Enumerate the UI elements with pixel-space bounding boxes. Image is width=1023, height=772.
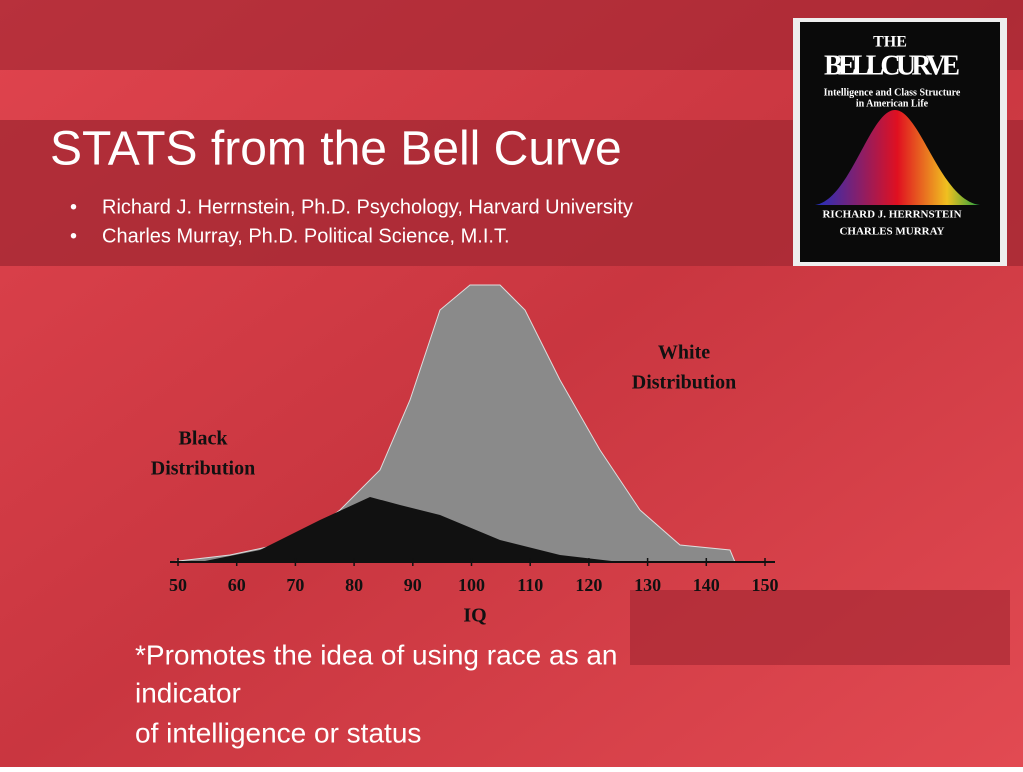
x-tick-label: 140: [693, 575, 720, 595]
figure-label: Black: [179, 428, 229, 450]
decor-band: [630, 590, 1010, 665]
x-tick-label: 70: [286, 575, 304, 595]
figure-label: Distribution: [151, 458, 255, 480]
note: indicator: [135, 677, 241, 708]
book-text: in American Life: [856, 98, 929, 109]
x-tick-label: 90: [404, 575, 422, 595]
note: of intelligence or status: [135, 717, 421, 748]
x-tick-label: 100: [458, 575, 485, 595]
bullet-dot: •: [70, 225, 77, 247]
figure-label: White: [658, 342, 710, 364]
black-distribution: [200, 497, 620, 562]
figure: Black Distribution White Distribution IQ…: [151, 284, 779, 627]
top-band: [0, 0, 1023, 70]
bullet: Charles Murray, Ph.D. Political Science,…: [102, 225, 510, 247]
x-tick-label: 120: [575, 575, 602, 595]
x-tick-label: 50: [169, 575, 187, 595]
book-text: CHARLES MURRAY: [839, 226, 944, 238]
bullet-dot: •: [70, 196, 77, 218]
x-label: IQ: [463, 605, 486, 627]
book-text: RICHARD J. HERRNSTEIN: [822, 209, 961, 221]
book-text: BELL CURVE: [824, 50, 960, 81]
x-tick-label: 80: [345, 575, 363, 595]
figure-label: Distribution: [632, 372, 736, 394]
x-tick-label: 110: [517, 575, 543, 595]
note: *Promotes the idea of using race as an: [135, 639, 618, 670]
bullet: Richard J. Herrnstein, Ph.D. Psychology,…: [102, 196, 633, 218]
book-text: Intelligence and Class Structure: [824, 87, 961, 98]
x-tick-label: 130: [634, 575, 661, 595]
title: STATS from the Bell Curve: [50, 123, 622, 176]
x-tick-label: 60: [228, 575, 246, 595]
x-tick-label: 150: [752, 575, 779, 595]
book-cover: THE BELL CURVE Intelligence and Class St…: [793, 18, 1007, 266]
book-text: THE: [873, 34, 907, 51]
